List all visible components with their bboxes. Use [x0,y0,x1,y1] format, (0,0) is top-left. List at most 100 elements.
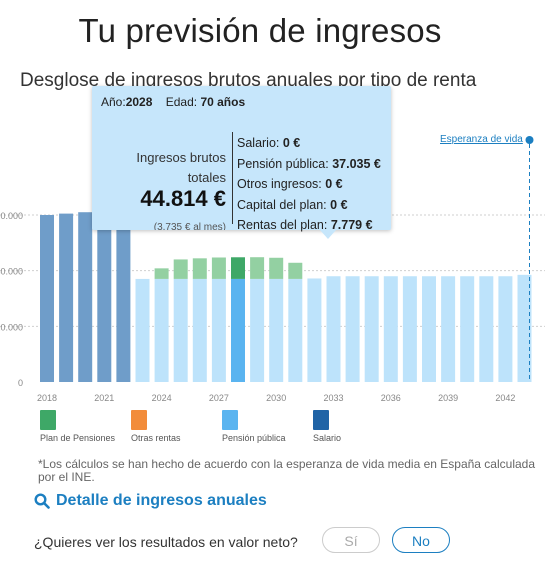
life-expectancy-label[interactable]: Esperanza de vida [440,134,523,145]
tooltip-line-label: Pensión pública: [237,156,329,171]
tooltip-total-label: Ingresos brutos totales [92,148,226,188]
tooltip-monthly-value: (3.735 € al mes) [153,222,226,230]
x-tick-label: 2018 [37,393,57,403]
y-tick-label: 20.000 [0,322,23,332]
bar-segment-pensión-pública[interactable] [441,276,456,382]
y-tick-label: 0 [18,378,23,388]
tooltip-breakdown: Salario: 0 € Pensión pública: 37.035 € O… [237,133,381,236]
year-tooltip: Año:2028 Edad: 70 años Ingresos brutos t… [92,86,391,239]
tooltip-line-label: Capital del plan: [237,197,327,212]
legend-swatch-plan [40,410,56,430]
tooltip-year: 2028 [125,95,153,109]
bar-segment-salario[interactable] [116,209,131,382]
bar-segment-pensión-pública[interactable] [135,278,150,382]
bar-segment-plan-de-pensiones[interactable] [173,259,188,279]
bar-segment-pensión-pública[interactable] [231,278,245,382]
net-value-question: ¿Quieres ver los resultados en valor net… [34,534,298,550]
bar-segment-salario[interactable] [97,210,112,382]
tooltip-line-value: 0 € [325,177,343,191]
legend-swatch-pension [222,410,238,430]
footnote: *Los cálculos se han hecho de acuerdo co… [38,457,536,484]
tooltip-pointer [320,230,336,239]
bar-segment-plan-de-pensiones[interactable] [250,257,265,279]
tooltip-divider [232,132,233,224]
tooltip-line-salario: Salario: 0 € [237,133,381,154]
tooltip-line-capital: Capital del plan: 0 € [237,195,381,216]
income-detail-label: Detalle de ingresos anuales [56,492,267,509]
legend-label-pension: Pensión pública [222,433,286,443]
tooltip-line-label: Salario: [237,136,280,150]
bar-segment-pensión-pública[interactable] [288,278,303,382]
legend-item-salario[interactable]: Salario [313,410,341,443]
bar-segment-plan-de-pensiones[interactable] [154,268,169,279]
bar-segment-pensión-pública[interactable] [192,278,207,382]
bar-segment-pensión-pública[interactable] [383,276,398,382]
bar-segment-pensión-pública[interactable] [498,276,513,382]
legend-label-salario: Salario [313,433,342,443]
x-tick-label: 2021 [94,393,114,403]
tooltip-total-label-line1: Ingresos brutos [136,150,226,165]
bar-segment-pensión-pública[interactable] [479,276,494,382]
bar-segment-pensión-pública[interactable] [326,276,341,382]
legend-label-otras: Otras rentas [131,433,181,443]
tooltip-line-value: 0 € [330,197,348,212]
y-tick-label: 40.000 [0,267,23,277]
tooltip-line-otros: Otros ingresos: 0 € [237,174,381,195]
bar-segment-pensión-pública[interactable] [422,276,436,382]
bar-segment-plan-de-pensiones[interactable] [211,257,226,279]
tooltip-line-value: 37.035 € [332,156,381,171]
page-title: Tu previsión de ingresos [78,12,442,49]
tooltip-line-rentas: Rentas del plan: 7.779 € [237,215,381,236]
tooltip-line-pension: Pensión pública: 37.035 € [237,154,381,175]
bar-segment-pensión-pública[interactable] [364,276,379,382]
x-tick-label: 2033 [323,393,343,403]
legend-swatch-salario [313,410,329,430]
tooltip-total-label-line2: totales [187,170,226,185]
tooltip-year-label: Año: [101,95,126,109]
life-expectancy-marker[interactable] [525,136,534,144]
x-tick-label: 2039 [438,393,458,403]
income-detail-link[interactable]: Detalle de ingresos anuales [34,492,267,510]
tooltip-line-label: Rentas del plan: [237,218,328,232]
x-tick-label: 2027 [209,393,229,403]
bar-segment-plan-de-pensiones[interactable] [231,257,245,279]
bar-segment-plan-de-pensiones[interactable] [269,257,284,279]
tooltip-total-value: 44.814 € [140,186,226,211]
bar-segment-pensión-pública[interactable] [211,278,226,382]
x-tick-label: 2042 [495,393,515,403]
page-subtitle: Desglose de ingresos brutos anuales por … [20,70,477,91]
bar-segment-pensión-pública[interactable] [307,278,322,382]
net-value-no-button[interactable]: No [392,527,450,553]
bar-segment-salario[interactable] [78,212,93,382]
y-tick-label: 60.000 [0,211,23,221]
income-chart: 0 20.000 40.000 60.000 2018 2021 2024 2027 2030 2… [0,136,545,403]
legend-swatch-otras [131,410,147,430]
bar-segment-plan-de-pensiones[interactable] [192,258,207,279]
x-tick-label: 2024 [152,393,172,403]
bar-segment-salario[interactable] [40,215,54,382]
bar-segment-pensión-pública[interactable] [250,278,265,382]
bar-segment-pensión-pública[interactable] [154,278,169,382]
tooltip-age: 70 años [200,95,246,109]
x-tick-label: 2030 [266,393,286,403]
bar-segment-plan-de-pensiones[interactable] [288,262,303,279]
tooltip-line-value: 7.779 € [330,218,373,232]
bar-segment-pensión-pública[interactable] [402,276,417,382]
legend-item-otras[interactable]: Otras rentas [131,410,181,443]
legend-item-plan[interactable]: Plan de Pensiones [40,410,115,443]
bar-segment-pensión-pública[interactable] [517,274,532,382]
bar-segment-salario[interactable] [59,213,74,382]
net-value-yes-button[interactable]: Sí [322,527,380,553]
tooltip-header: Año:2028 Edad: 70 años [101,95,245,109]
legend-label-plan: Plan de Pensiones [40,433,116,443]
tooltip-line-label: Otros ingresos: [237,177,322,191]
tooltip-line-value: 0 € [282,136,301,150]
x-tick-label: 2036 [381,393,401,403]
bar-segment-pensión-pública[interactable] [460,276,475,382]
tooltip-age-label: Edad: [165,95,198,109]
bar-segment-pensión-pública[interactable] [345,276,360,382]
bar-segment-pensión-pública[interactable] [173,278,188,382]
search-icon [34,493,50,509]
legend-item-pension[interactable]: Pensión pública [222,410,286,443]
bar-segment-pensión-pública[interactable] [269,278,284,382]
